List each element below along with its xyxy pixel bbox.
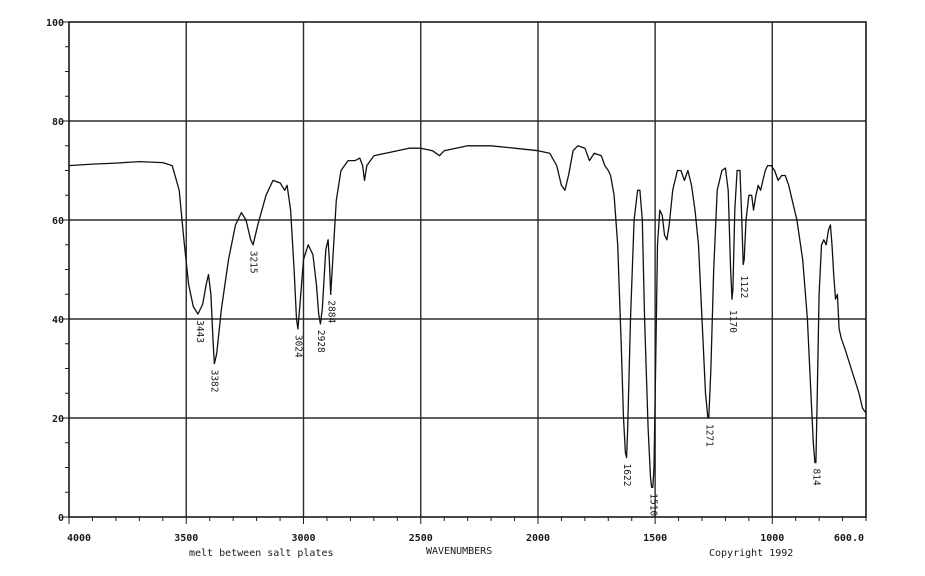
- x-tick-label: 3000: [291, 533, 315, 544]
- peak-label: 2928: [315, 330, 326, 353]
- sample-note: melt between salt plates: [189, 548, 334, 559]
- spectrum-line: [68, 145, 867, 488]
- peak-label: 3443: [194, 320, 205, 343]
- peak-label: 1170: [727, 310, 738, 333]
- y-tick-label: 40: [52, 315, 64, 326]
- peak-label: 1622: [621, 464, 632, 487]
- peak-label: 3024: [292, 335, 303, 358]
- tick-labels: 0 20 40 60 80 100 4000 3500 3000 2500 2000 1500 1000…: [46, 18, 864, 544]
- x-tick-label: 600.0: [834, 533, 864, 544]
- x-tick-label: 1500: [643, 533, 667, 544]
- y-tick-label: 0: [58, 513, 64, 524]
- y-tick-label: 100: [46, 18, 64, 29]
- y-tick-label: 60: [52, 216, 64, 227]
- x-tick-label: 4000: [67, 533, 91, 544]
- peak-label: 1510: [647, 493, 658, 516]
- peak-label: 1122: [738, 276, 749, 299]
- copyright-note: Copyright 1992: [709, 548, 793, 559]
- x-tick-label: 1000: [760, 533, 784, 544]
- x-tick-label: 2000: [526, 533, 550, 544]
- x-tick-label: 3500: [174, 533, 198, 544]
- y-tick-label: 20: [52, 414, 64, 425]
- plot-frame: [68, 21, 867, 518]
- peak-labels: 3443 3382 3215 3024 2928 2884 1622 1510 1271 1170…: [194, 251, 821, 517]
- peak-label: 3215: [248, 251, 259, 274]
- y-tick-label: 80: [52, 117, 64, 128]
- peak-label: 1271: [703, 424, 714, 447]
- peak-label: 3382: [208, 370, 219, 393]
- peak-label: 814: [810, 469, 821, 486]
- x-tick-label: 2500: [409, 533, 433, 544]
- x-axis-title: WAVENUMBERS: [426, 546, 492, 557]
- axis-ticks: [63, 21, 867, 524]
- grid: [69, 22, 866, 517]
- peak-label: 2884: [325, 300, 336, 323]
